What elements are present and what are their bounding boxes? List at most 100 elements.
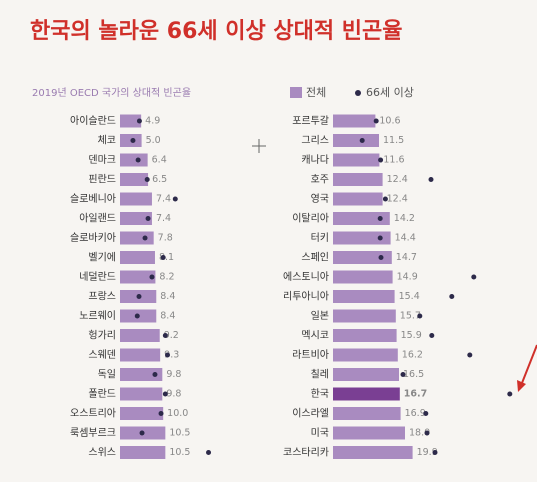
- bar: [333, 309, 396, 323]
- value-label: 14.4: [395, 233, 416, 244]
- dot: [145, 216, 151, 221]
- bar: [120, 231, 154, 245]
- value-label: 16.9: [405, 408, 426, 419]
- legend-swatch: [290, 87, 302, 98]
- value-label: 9.8: [166, 389, 181, 400]
- value-label: 15.9: [401, 330, 422, 341]
- dot: [158, 411, 164, 416]
- category-label: 헝가리: [88, 330, 116, 342]
- dot: [378, 157, 384, 163]
- category-label: 노르웨이: [79, 310, 116, 322]
- category-label: 코스타리카: [283, 447, 329, 459]
- bar: [333, 231, 391, 245]
- bar: [120, 114, 142, 128]
- category-label: 영국: [311, 193, 329, 205]
- category-label: 라트비아: [292, 349, 329, 361]
- category-label: 리투아니아: [283, 291, 329, 303]
- value-label: 4.9: [145, 116, 160, 127]
- bar: [333, 251, 392, 264]
- dot: [378, 255, 384, 260]
- value-label: 9.8: [166, 369, 181, 380]
- dot: [144, 177, 150, 182]
- value-label: 19.9: [417, 447, 438, 458]
- dot: [373, 118, 379, 124]
- value-label: 10.5: [169, 447, 190, 458]
- category-label: 슬로베니아: [70, 193, 116, 205]
- bar: [120, 251, 155, 264]
- cursor-icon: [252, 139, 266, 153]
- dot: [429, 333, 435, 338]
- dot: [130, 138, 136, 143]
- value-label: 18.0: [409, 428, 430, 439]
- dot: [417, 313, 423, 319]
- bar: [333, 368, 399, 381]
- dot: [136, 294, 142, 299]
- value-label: 10.0: [167, 408, 188, 419]
- value-label: 5.0: [146, 135, 161, 146]
- category-label: 폴란드: [88, 388, 116, 400]
- dot: [160, 255, 166, 260]
- bar: [120, 407, 164, 420]
- category-label: 덴마크: [88, 154, 116, 166]
- dot: [377, 216, 383, 221]
- dot: [134, 313, 140, 319]
- dot: [206, 450, 212, 455]
- category-label: 미국: [311, 427, 329, 439]
- bar: [120, 270, 156, 284]
- dot: [377, 235, 383, 241]
- bar: [120, 153, 148, 167]
- bar: [333, 329, 397, 342]
- dot: [152, 372, 158, 377]
- value-label: 6.4: [152, 155, 167, 166]
- bar: [120, 212, 152, 225]
- value-label: 16.5: [403, 369, 424, 380]
- bar: [120, 348, 161, 362]
- dot: [400, 372, 406, 377]
- bar: [333, 114, 376, 128]
- dot: [172, 196, 178, 202]
- legend-label: 66세 이상: [366, 86, 414, 99]
- dot: [162, 391, 168, 397]
- bar: [333, 270, 393, 284]
- category-label: 슬로바키아: [70, 232, 116, 244]
- value-label: 15.7: [400, 311, 421, 322]
- bar: [333, 426, 405, 440]
- dot: [423, 411, 429, 416]
- dot: [471, 274, 477, 280]
- value-label: 14.7: [396, 252, 417, 263]
- value-label: 14.9: [397, 272, 418, 283]
- category-label: 오스트리아: [70, 408, 116, 420]
- category-label: 아이슬란드: [70, 115, 116, 127]
- category-label: 한국: [311, 388, 329, 400]
- category-label: 스위스: [88, 446, 116, 459]
- arrow: [517, 344, 537, 392]
- category-label: 아일랜드: [79, 213, 116, 225]
- value-label: 8.4: [160, 311, 175, 322]
- category-label: 네덜란드: [79, 271, 116, 283]
- bar: [120, 446, 166, 459]
- value-label: 8.2: [159, 272, 174, 283]
- category-label: 칠레: [311, 369, 329, 381]
- category-label: 멕시코: [301, 330, 329, 342]
- value-label: 16.7: [404, 389, 427, 400]
- value-label: 16.2: [402, 350, 423, 361]
- category-label: 프랑스: [88, 291, 116, 303]
- dot: [149, 274, 155, 280]
- value-label: 12.4: [387, 174, 408, 185]
- bar: [333, 407, 401, 420]
- dot: [449, 294, 455, 299]
- category-label: 독일: [98, 369, 116, 381]
- bar: [333, 290, 395, 303]
- bar: [120, 387, 163, 401]
- bar: [120, 329, 160, 342]
- category-label: 호주: [311, 174, 329, 186]
- legend-swatch: [355, 90, 361, 96]
- bar: [120, 192, 152, 206]
- value-label: 7.4: [156, 194, 171, 205]
- dot: [359, 138, 365, 143]
- category-label: 에스토니아: [283, 271, 329, 283]
- dot: [139, 430, 145, 436]
- category-label: 캐나다: [301, 154, 329, 166]
- dot: [382, 196, 388, 202]
- bar: [333, 387, 400, 401]
